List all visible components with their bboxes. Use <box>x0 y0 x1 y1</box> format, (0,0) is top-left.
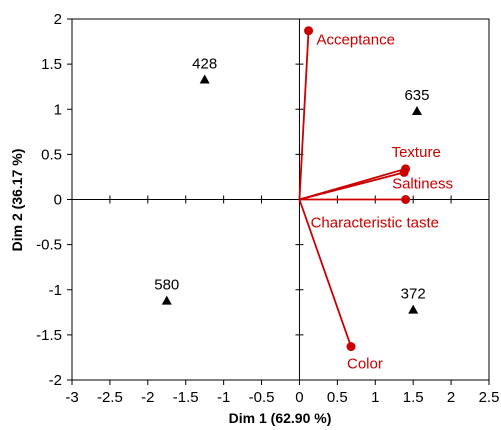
observation-marker <box>411 106 422 116</box>
vector-point <box>304 26 314 36</box>
x-axis-title: Dim 1 (62.90 %) <box>229 410 332 426</box>
x-tick-label: 1 <box>371 389 379 406</box>
y-tick-label: 2 <box>54 11 62 28</box>
x-tick-label: -3 <box>65 389 78 406</box>
vector-point <box>346 342 356 352</box>
x-tick-label: 0.5 <box>327 389 348 406</box>
x-tick-label: -2 <box>141 389 154 406</box>
x-tick-label: -1.5 <box>173 389 199 406</box>
y-tick-label: -1.5 <box>36 327 62 344</box>
y-tick-label: -1 <box>49 282 62 299</box>
x-tick-label: 1.5 <box>403 389 424 406</box>
tick-marks <box>67 18 490 385</box>
observation-marker <box>161 295 172 305</box>
vector-label: Acceptance <box>317 32 395 49</box>
vector-line <box>298 30 310 200</box>
observation-label: 580 <box>154 277 179 294</box>
y-tick-label: -0.5 <box>36 237 62 254</box>
observation-label: 428 <box>192 55 217 72</box>
y-tick-label: 1.5 <box>41 56 62 73</box>
x-tick-labels: -3 -2.5 -2 -1.5 -1 -0.5 0 0.5 1 1.5 2 2.5 <box>65 389 499 406</box>
variable-vectors: Acceptance Texture Saltiness Characteristic… <box>298 26 453 373</box>
y-tick-label: 1 <box>54 101 62 118</box>
vector-line <box>298 199 352 347</box>
vector-label: Characteristic taste <box>311 215 439 232</box>
vector-point <box>401 195 411 204</box>
vector-label: Saltiness <box>392 175 453 192</box>
vector-line <box>299 171 405 201</box>
x-tick-label: 2 <box>447 389 455 406</box>
x-tick-label: -0.5 <box>249 389 275 406</box>
y-tick-label: 0.5 <box>41 146 62 163</box>
vector-point <box>399 167 409 177</box>
observation-marker <box>199 74 210 84</box>
zero-axes <box>72 19 489 380</box>
observation-label: 635 <box>404 87 429 104</box>
x-tick-label: 2.5 <box>479 389 500 406</box>
observation-points: 428 635 580 372 <box>154 55 429 314</box>
y-tick-label: -2 <box>49 372 62 389</box>
x-tick-label: -2.5 <box>97 389 123 406</box>
y-tick-labels: -2 -1.5 -1 -0.5 0 0.5 1 1.5 2 <box>36 11 62 389</box>
x-tick-label: 0 <box>295 389 303 406</box>
y-axis-title: Dim 2 (36.17 %) <box>9 149 25 252</box>
x-tick-label: -1 <box>217 389 230 406</box>
observation-marker <box>408 304 419 314</box>
vector-label: Color <box>347 356 383 373</box>
y-tick-label: 0 <box>54 192 62 209</box>
vector-label: Texture <box>392 144 441 161</box>
observation-label: 372 <box>401 286 426 303</box>
